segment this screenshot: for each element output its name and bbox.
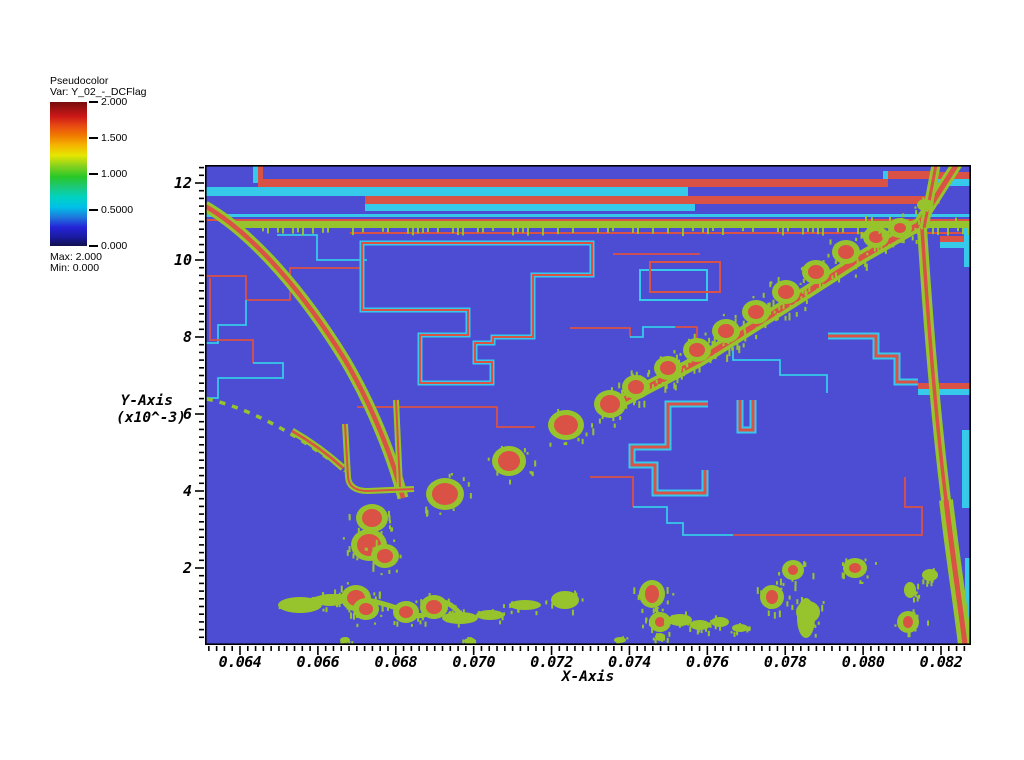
- x-tick-label: 0.078: [763, 653, 807, 671]
- legend-title: Pseudocolor: [50, 75, 109, 87]
- x-tick-label: 0.066: [296, 653, 340, 671]
- x-tick-label: 0.068: [374, 653, 418, 671]
- x-tick-label: 0.082: [919, 653, 963, 671]
- y-tick-label: 10: [173, 251, 192, 269]
- plot-frame: [205, 165, 972, 645]
- legend-max-value: Max: 2.000: [50, 251, 102, 263]
- axis-ticks: [195, 166, 966, 655]
- y-axis-label-line1: Y-Axis: [120, 393, 173, 409]
- plot-canvas: [195, 165, 972, 655]
- x-tick-label: 0.074: [608, 653, 651, 671]
- y-tick-label: 8: [182, 328, 192, 346]
- y-tick-label: 6: [182, 405, 192, 423]
- x-tick-label: 0.076: [686, 653, 729, 671]
- x-tick-label: 0.072: [530, 653, 573, 671]
- y-axis-label: Y-Axis (x10^-3): [86, 393, 186, 427]
- pseudocolor-legend: Pseudocolor Var: Y_02_-_DCFlag 2.000 1.50…: [48, 75, 178, 290]
- colorbar-tick-label: 0.000: [101, 240, 128, 252]
- colorbar-tick-mark: [89, 173, 98, 175]
- colorbar-tick-label: 0.5000: [101, 204, 134, 216]
- colorbar-tick-label: 1.500: [101, 132, 128, 144]
- y-axis-label-line2: (x10^-3): [116, 410, 186, 426]
- x-axis-label: X-Axis: [561, 669, 615, 685]
- legend-variable-name: Var: Y_02_-_DCFlag: [50, 86, 147, 98]
- colorbar-tick-mark: [89, 137, 98, 139]
- x-tick-label: 0.080: [841, 653, 885, 671]
- colorbar-tick-label: 2.000: [101, 96, 128, 108]
- colorbar-gradient: [50, 102, 87, 246]
- y-tick-label: 2: [182, 559, 192, 577]
- colorbar-tick-label: 1.000: [101, 168, 128, 180]
- green-speckle-patches: [278, 197, 938, 645]
- colorbar-tick-mark: [89, 245, 98, 247]
- colorbar-tick-mark: [89, 209, 98, 211]
- plot-features: [205, 165, 971, 645]
- x-tick-label: 0.070: [452, 653, 495, 671]
- y-tick-label: 4: [182, 482, 192, 500]
- pseudocolor-plot[interactable]: [145, 155, 985, 665]
- legend-min-value: Min: 0.000: [50, 262, 100, 274]
- patch-outline-boxes: [359, 240, 721, 386]
- patch-outlines-thin: [205, 234, 923, 536]
- patch-outlines-thick: [628, 332, 918, 497]
- colorbar-tick-mark: [89, 101, 98, 103]
- y-tick-label: 12: [173, 174, 192, 192]
- x-tick-label: 0.064: [218, 653, 262, 671]
